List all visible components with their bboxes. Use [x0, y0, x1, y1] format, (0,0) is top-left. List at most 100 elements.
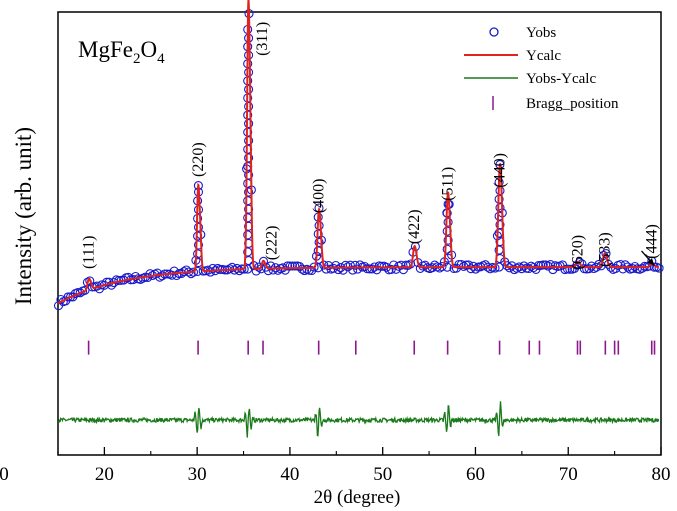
yobs-point — [538, 260, 548, 270]
yobs-point — [193, 222, 204, 232]
yobs-point — [415, 263, 425, 273]
legend-label-diff: Yobs-Ycalc — [526, 71, 596, 87]
yobs-point — [234, 266, 244, 276]
yobs-point — [258, 256, 269, 266]
y-axis-label: Intensity (arb. unit) — [11, 127, 36, 305]
x-axis-label: 2θ (degree) — [314, 487, 401, 508]
yobs-point — [333, 265, 343, 275]
yobs-point — [365, 264, 375, 274]
yobs-point — [244, 170, 254, 180]
bragg-ticks — [87, 340, 656, 355]
yobs-point — [244, 101, 254, 112]
yobs-point — [396, 260, 406, 270]
yobs-point — [389, 260, 399, 270]
peak-label: (620) — [570, 235, 587, 270]
yobs-point — [145, 269, 155, 279]
yobs-point — [443, 235, 453, 245]
yobs-point — [565, 264, 575, 274]
peak-label: (533) — [596, 232, 613, 267]
yobs-point — [355, 260, 365, 270]
yobs-point — [227, 262, 237, 272]
yobs-point — [584, 264, 594, 274]
yobs-point — [596, 261, 606, 271]
yobs-point — [208, 263, 218, 273]
yobs-point — [345, 260, 355, 270]
yobs-point — [524, 263, 534, 274]
x-tick-label: 60 — [466, 464, 485, 485]
legend-item-bragg: Bragg_position — [492, 96, 619, 112]
yobs-point — [519, 261, 529, 271]
difference-line — [57, 401, 660, 438]
legend-label-ycalc: Ycalc — [526, 48, 561, 64]
legend-label-yobs: Yobs — [526, 25, 556, 41]
x-tick-label: 80 — [652, 464, 671, 485]
yobs-point — [340, 260, 351, 270]
yobs-point — [454, 259, 464, 270]
x-tick-label: 40 — [280, 464, 299, 485]
x-tick-label: 20 — [95, 464, 114, 485]
yobs-point — [297, 264, 307, 274]
yobs-point — [401, 260, 411, 270]
yobs-point — [243, 196, 253, 206]
yobs-point — [243, 213, 253, 223]
plot-area — [53, 0, 664, 438]
peak-label: (400) — [311, 179, 328, 214]
x-tick-label: 50 — [373, 464, 392, 485]
axes: 20 30 40 50 60 70 80 0 — [0, 11, 671, 485]
legend-item-ycalc: Ycalc — [464, 48, 561, 64]
yobs-point — [244, 119, 254, 129]
yobs-point — [314, 221, 324, 231]
legend: Yobs Ycalc Yobs-Ycalc Bragg_position — [464, 25, 619, 112]
yobs-point — [377, 261, 387, 271]
yobs-point — [574, 257, 585, 268]
yobs-point — [102, 277, 112, 287]
sample-label: MgFe2O4 — [78, 37, 165, 67]
yobs-point — [75, 288, 85, 298]
yobs-point — [123, 272, 133, 282]
yobs-point — [285, 261, 295, 271]
yobs-point — [485, 264, 495, 274]
yobs-point — [244, 187, 254, 197]
ycalc-line — [57, 0, 659, 305]
yobs-point — [244, 84, 254, 94]
yobs-point — [443, 217, 453, 227]
yobs-point — [193, 240, 204, 250]
yobs-point — [627, 264, 638, 274]
yobs-point — [186, 269, 196, 279]
peak-label: (111) — [81, 236, 98, 269]
legend-circle-marker — [489, 27, 499, 37]
yobs-point — [290, 261, 300, 271]
arrow-head — [647, 258, 655, 266]
x-tick-label: 70 — [559, 464, 578, 485]
peak-label: (422) — [406, 209, 423, 244]
legend-item-yobs: Yobs — [489, 25, 556, 41]
yobs-point — [244, 50, 254, 60]
yobs-point — [193, 205, 204, 215]
yobs-point — [594, 259, 604, 269]
peak-label: (444) — [644, 224, 661, 259]
yobs-point — [85, 276, 95, 286]
peak-label: (222) — [263, 226, 280, 261]
peak-label: (511) — [440, 167, 457, 201]
yobs-point — [273, 265, 283, 275]
peak-label: (311) — [254, 22, 271, 56]
yobs-point — [299, 266, 310, 276]
yobs-point — [172, 270, 182, 281]
yobs-point — [509, 265, 519, 275]
yobs-point — [570, 263, 580, 273]
peak-label: (440) — [492, 153, 509, 188]
yobs-point — [244, 153, 254, 163]
yobs-point — [65, 292, 76, 302]
yobs-point — [495, 203, 505, 213]
yobs-point — [517, 264, 527, 274]
x-tick-label: 0 — [0, 464, 9, 485]
x-tick-label: 30 — [188, 464, 207, 485]
yobs-point — [244, 67, 254, 77]
legend-label-bragg: Bragg_position — [526, 96, 619, 112]
yobs-point — [244, 136, 254, 146]
yobs-point — [80, 285, 90, 295]
yobs-point — [647, 256, 657, 266]
yobs-point — [654, 263, 664, 273]
yobs-series — [53, 9, 664, 311]
